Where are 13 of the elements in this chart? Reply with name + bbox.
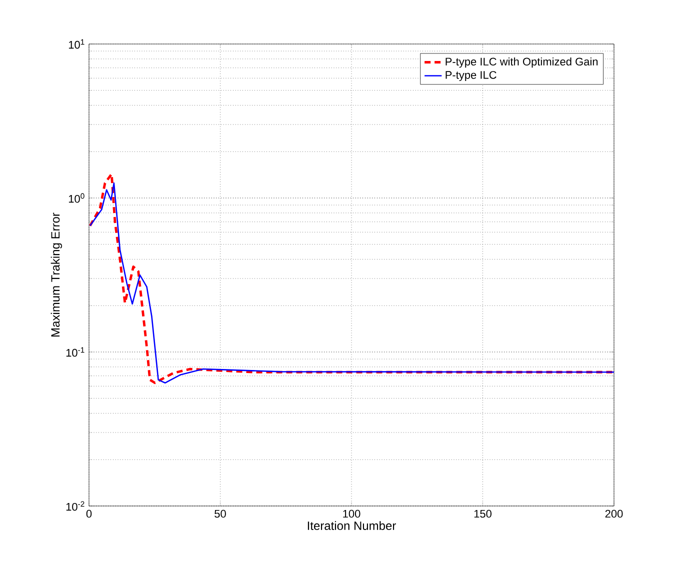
x-tick-label: 50 (214, 510, 226, 518)
y-tick-label: 10$^{1}$ (68, 39, 84, 49)
legend-label: P-type ILC (446, 71, 496, 82)
x-tick-label: 150 (474, 510, 492, 518)
x-tick-label: 0 (86, 510, 92, 518)
x-axis-title: Iteration Number (308, 521, 396, 530)
y-tick-label: 10$^{-2}$ (66, 501, 84, 511)
x-tick-label: 200 (605, 510, 623, 518)
y-axis-title: Maximum Traking Error (50, 212, 62, 336)
y-tick-label: 10$^{-1}$ (66, 347, 84, 357)
x-tick-label: 100 (343, 510, 360, 518)
legend-label: P-type ILC with Optimized Gain (446, 57, 598, 68)
y-tick-label: 10$^{0}$ (68, 193, 84, 203)
